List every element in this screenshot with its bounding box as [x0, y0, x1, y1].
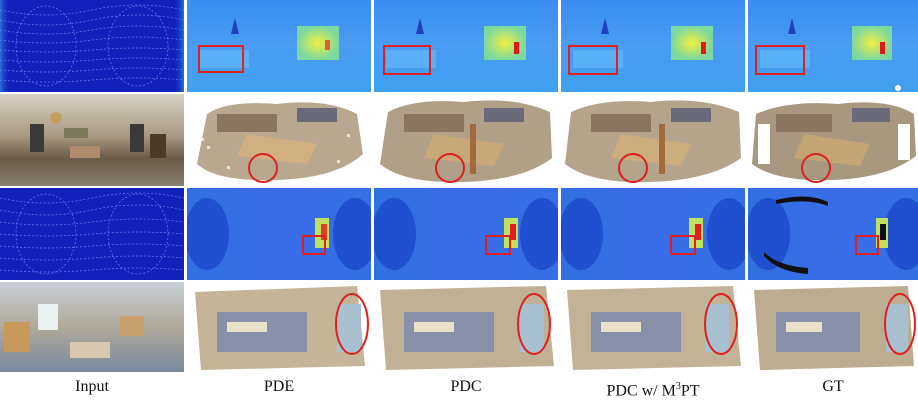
row2-pdc-m3pt-pointcloud [561, 94, 745, 186]
column-label-gt: GT [822, 378, 844, 395]
row3-input-sparse-depth [0, 188, 184, 280]
row1-gt-depth [748, 0, 918, 92]
row3-gt-depth [748, 188, 918, 280]
highlight-box [198, 45, 244, 73]
row2-pde-pointcloud [187, 94, 371, 186]
column-label-pde: PDE [263, 378, 295, 395]
row1-pdc-m3pt-depth [561, 0, 745, 92]
column-label-pdc: PDC [450, 378, 482, 395]
column-label-input: Input [75, 378, 109, 395]
row4-pde-pointcloud [187, 282, 371, 372]
row3-pdc-m3pt-depth [561, 188, 745, 280]
row2-gt-pointcloud [748, 94, 918, 186]
row4-gt-pointcloud [748, 282, 918, 372]
column-label-pdc-m3pt: PDC w/ M3PT [606, 381, 700, 400]
row2-input-panorama [0, 94, 184, 186]
row1-pdc-depth [374, 0, 558, 92]
row3-pde-depth [187, 188, 371, 280]
row1-input-sparse-depth [0, 0, 184, 92]
column-labels: Input PDE PDC PDC w/ M3PT GT [0, 376, 918, 399]
row4-pdc-pointcloud [374, 282, 558, 372]
figure-grid [0, 0, 918, 372]
row3-pdc-depth [374, 188, 558, 280]
row2-pdc-pointcloud [374, 94, 558, 186]
row1-pde-depth [187, 0, 371, 92]
row4-input-panorama [0, 282, 184, 372]
row4-pdc-m3pt-pointcloud [561, 282, 745, 372]
